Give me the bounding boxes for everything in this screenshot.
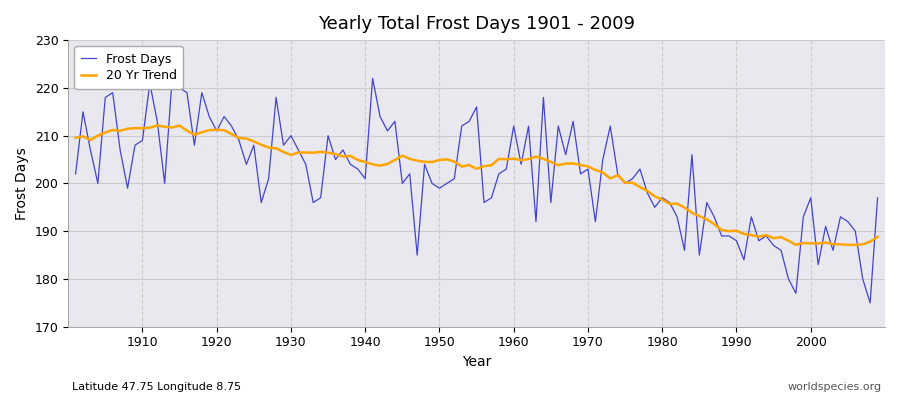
Frost Days [508,124,519,128]
Frost Days [345,162,356,167]
Frost Days [872,195,883,200]
Title: Yearly Total Frost Days 1901 - 2009: Yearly Total Frost Days 1901 - 2009 [318,15,635,33]
Frost Days [865,300,876,305]
Y-axis label: Frost Days: Frost Days [15,147,29,220]
Text: worldspecies.org: worldspecies.org [788,382,882,392]
Text: Latitude 47.75 Longitude 8.75: Latitude 47.75 Longitude 8.75 [72,382,241,392]
20 Yr Trend [508,156,519,161]
20 Yr Trend [345,154,356,158]
20 Yr Trend [872,234,883,239]
Line: 20 Yr Trend: 20 Yr Trend [76,126,878,245]
20 Yr Trend [130,126,140,130]
Frost Days [516,162,526,167]
20 Yr Trend [152,123,163,128]
Frost Days [130,143,140,148]
Frost Days [70,172,81,176]
Line: Frost Days: Frost Days [76,78,878,303]
Frost Days [166,76,177,81]
20 Yr Trend [516,158,526,163]
Frost Days [605,124,616,128]
Frost Days [301,162,311,167]
X-axis label: Year: Year [462,355,491,369]
Legend: Frost Days, 20 Yr Trend: Frost Days, 20 Yr Trend [75,46,183,89]
20 Yr Trend [842,242,853,247]
20 Yr Trend [605,176,616,181]
20 Yr Trend [70,136,81,140]
20 Yr Trend [301,150,311,155]
